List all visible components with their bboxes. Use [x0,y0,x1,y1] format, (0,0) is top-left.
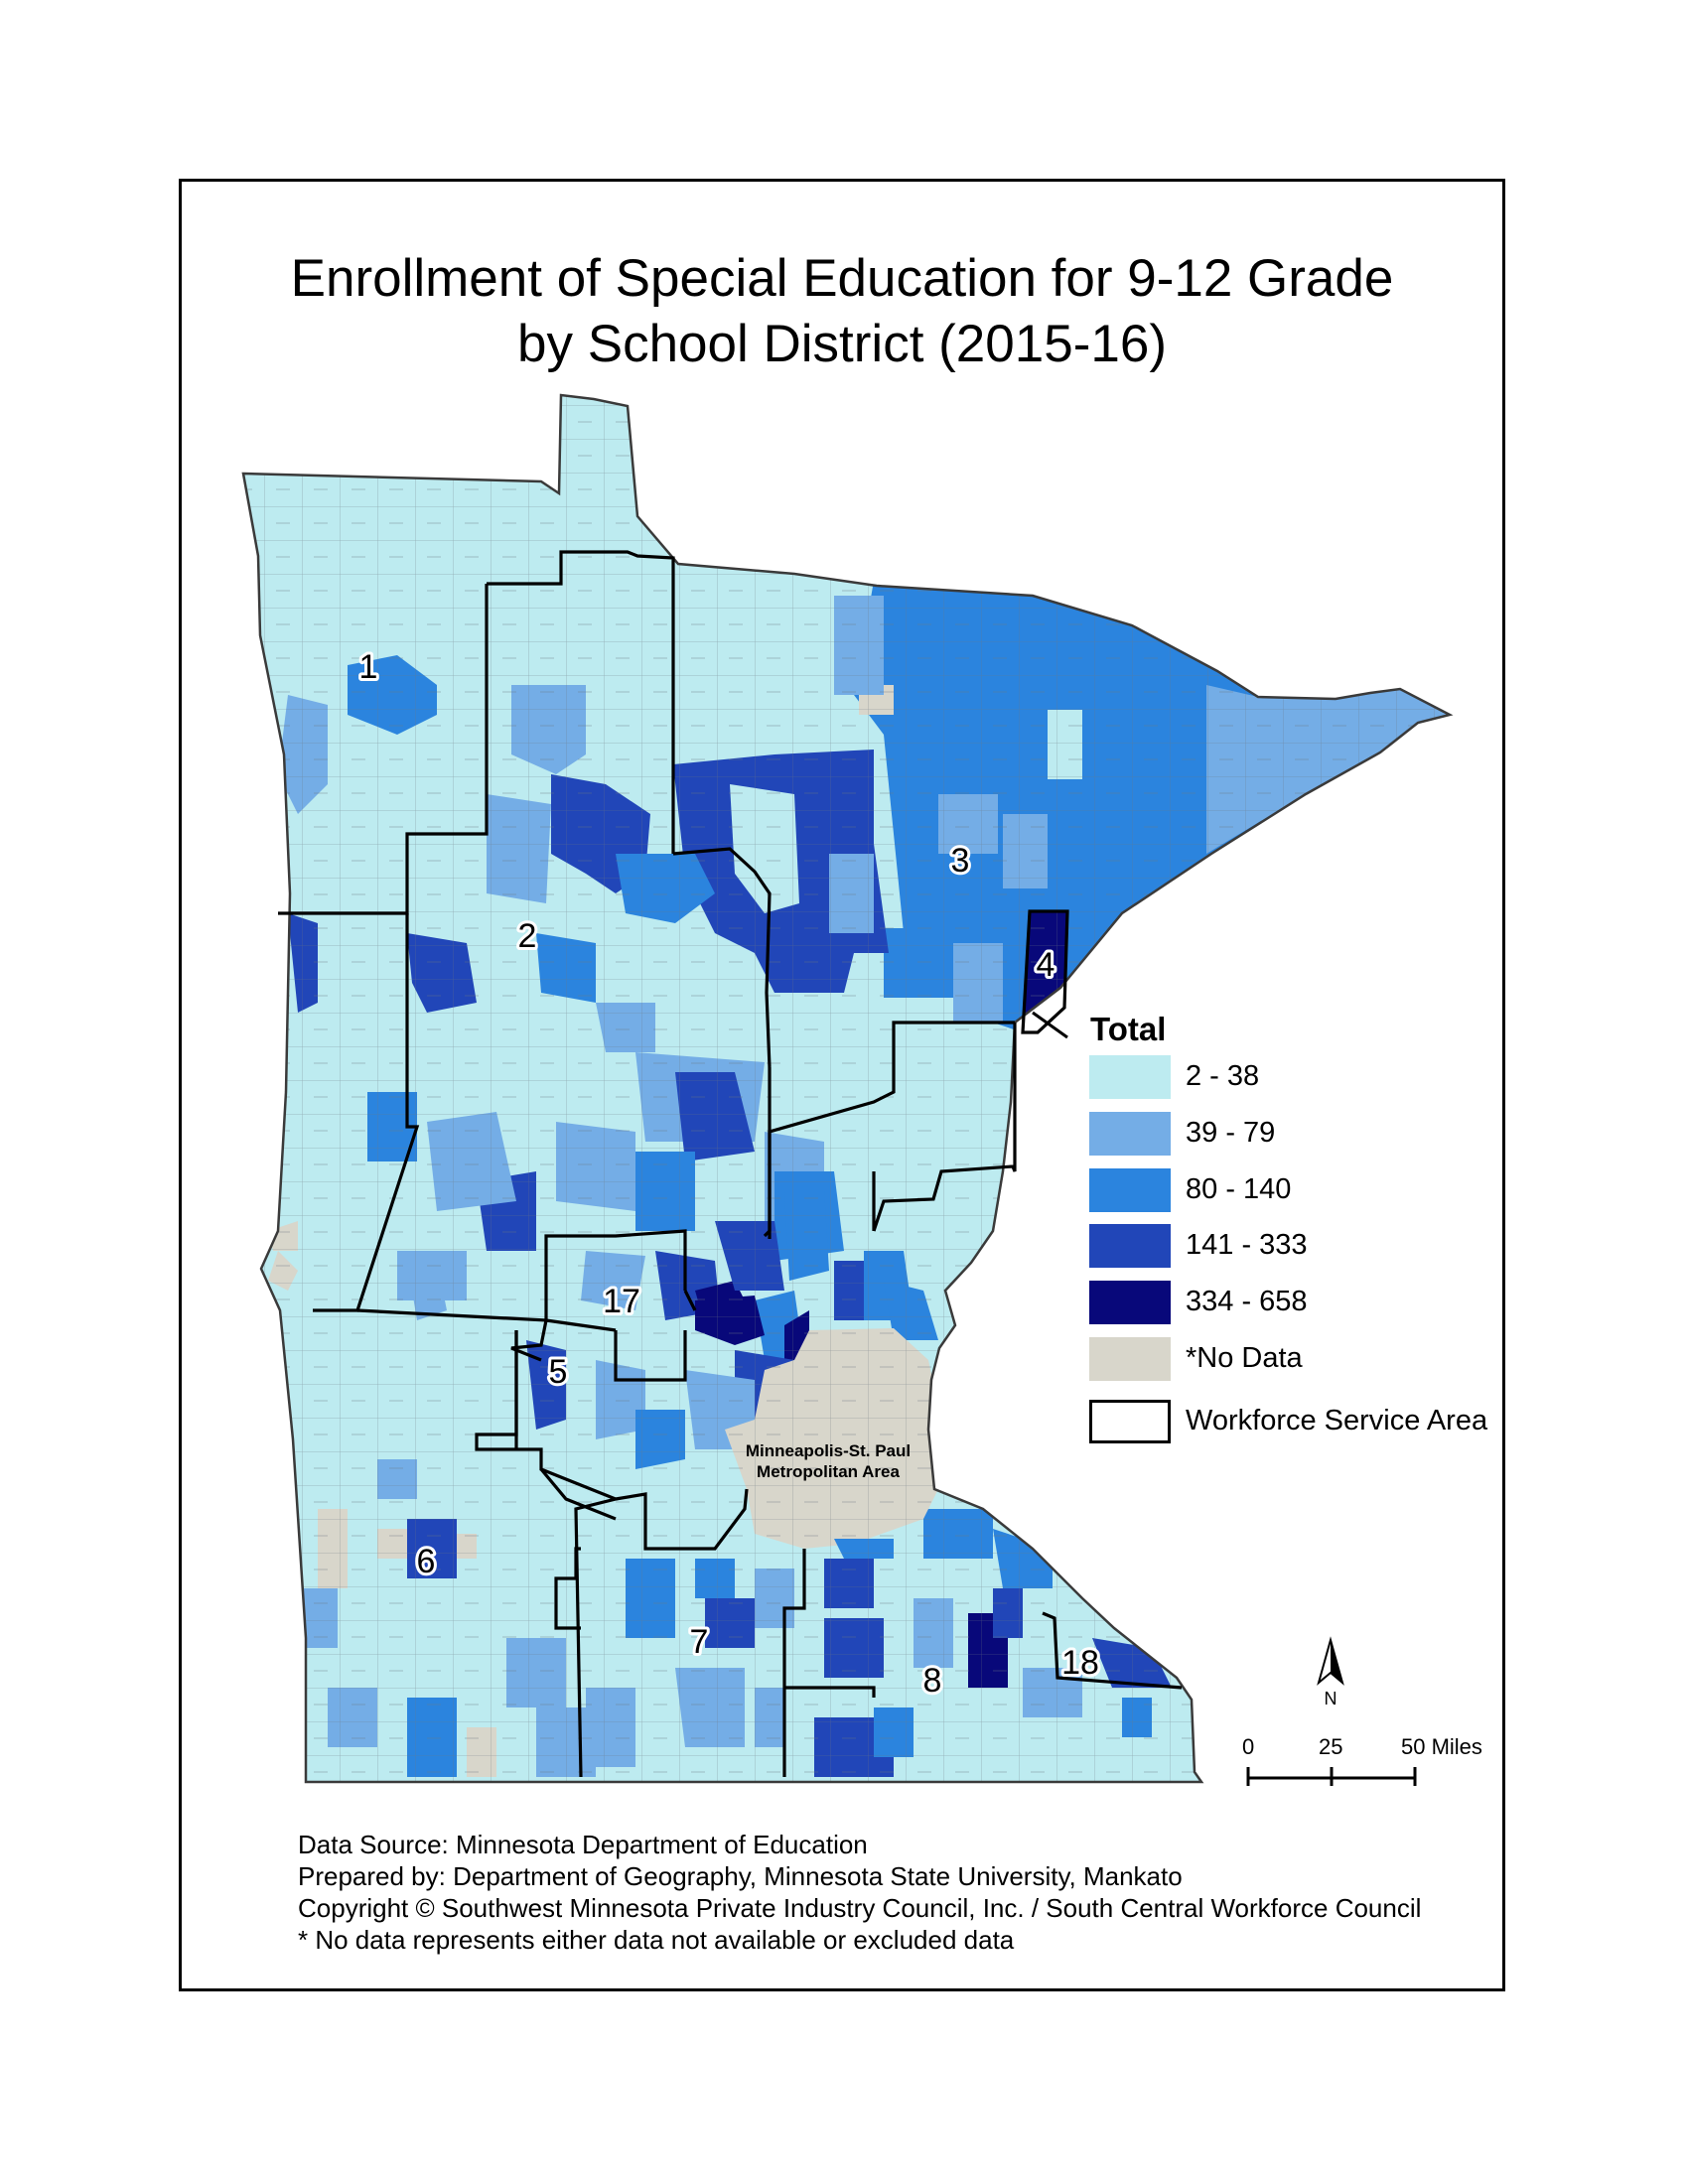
scale-label-mid: 25 [1319,1734,1343,1759]
region-label-5: 5 [549,1353,568,1391]
legend-title: Total [1090,1011,1167,1047]
credit-line: Data Source: Minnesota Department of Edu… [298,1830,868,1859]
legend-swatch [1089,1224,1171,1268]
legend-label-boundary: Workforce Service Area [1186,1405,1488,1436]
legend-swatch-boundary [1089,1400,1171,1443]
map-title-line2: by School District (2015-16) [517,315,1167,373]
scale-label-zero: 0 [1242,1734,1255,1759]
legend-label: 39 - 79 [1186,1117,1276,1149]
credit-line: Copyright © Southwest Minnesota Private … [298,1893,1422,1923]
credit-line: * No data represents either data not ava… [298,1925,1015,1955]
map-title-line1: Enrollment of Special Education for 9-12… [290,249,1394,308]
metro-label-line1: Minneapolis-St. Paul [746,1441,911,1460]
legend-swatch [1089,1337,1171,1381]
legend-swatch [1089,1112,1171,1156]
region-label-6: 6 [417,1543,436,1580]
legend-label: 334 - 658 [1186,1286,1308,1317]
region-label-7: 7 [690,1623,709,1661]
region-label-8: 8 [923,1662,942,1700]
legend-label: 141 - 333 [1186,1229,1308,1261]
region-label-17: 17 [603,1283,640,1320]
credit-line: Prepared by: Department of Geography, Mi… [298,1861,1183,1891]
legend-swatch [1089,1055,1171,1099]
region-label-2: 2 [518,917,537,955]
legend-label: 80 - 140 [1186,1173,1292,1205]
workforce-boundaries [278,550,1183,1778]
legend-label: *No Data [1186,1342,1303,1374]
credits: Data Source: Minnesota Department of Edu… [298,1829,1421,1956]
region-label-3: 3 [951,842,970,880]
map-frame [179,179,1505,1991]
region-label-1: 1 [359,648,378,686]
scale-label-end: 50 Miles [1401,1734,1482,1759]
region-label-18: 18 [1061,1644,1099,1682]
north-arrow-icon: N [1317,1636,1344,1708]
legend-swatch [1089,1281,1171,1324]
north-label: N [1325,1689,1337,1708]
legend-label: 2 - 38 [1186,1060,1260,1092]
scale-bar [1246,1767,1417,1786]
metro-label-line2: Metropolitan Area [757,1462,900,1481]
region-label-4: 4 [1037,946,1055,984]
legend-swatch [1089,1168,1171,1212]
